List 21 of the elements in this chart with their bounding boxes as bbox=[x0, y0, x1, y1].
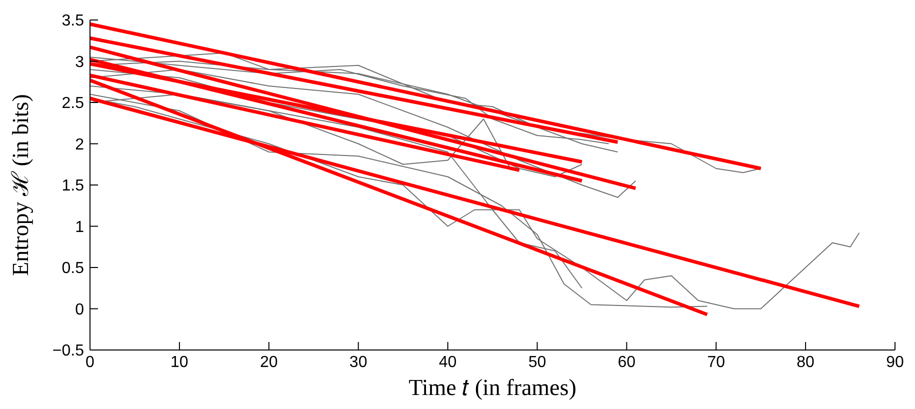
y-tick-label: 1.5 bbox=[62, 178, 84, 194]
y-tick-label: 2 bbox=[75, 136, 84, 154]
y-tick-label: 1 bbox=[75, 218, 84, 236]
x-tick-label: 70 bbox=[707, 354, 726, 371]
y-tick-label: 3 bbox=[75, 54, 84, 71]
x-tick-label: 90 bbox=[886, 354, 904, 371]
y-tick-label: −0.5 bbox=[52, 342, 84, 360]
x-tick-label: 50 bbox=[528, 354, 546, 371]
y-tick-label: 3.5 bbox=[62, 12, 84, 30]
y-axis-title: Entropy ℋ (in bits) bbox=[8, 94, 33, 276]
x-tick-label: 60 bbox=[618, 354, 636, 371]
x-tick-label: 80 bbox=[796, 354, 815, 371]
y-tick-label: 0 bbox=[75, 301, 84, 318]
x-axis-title: Time 𝑡 (in frames) bbox=[408, 375, 576, 400]
x-tick-label: 20 bbox=[260, 354, 278, 371]
x-tick-label: 10 bbox=[170, 354, 188, 371]
x-tick-label: 0 bbox=[86, 354, 95, 371]
y-tick-label: 0.5 bbox=[62, 260, 84, 277]
y-tick-label: 2.5 bbox=[62, 95, 84, 112]
x-tick-label: 30 bbox=[349, 354, 368, 371]
x-tick-label: 40 bbox=[438, 354, 457, 371]
